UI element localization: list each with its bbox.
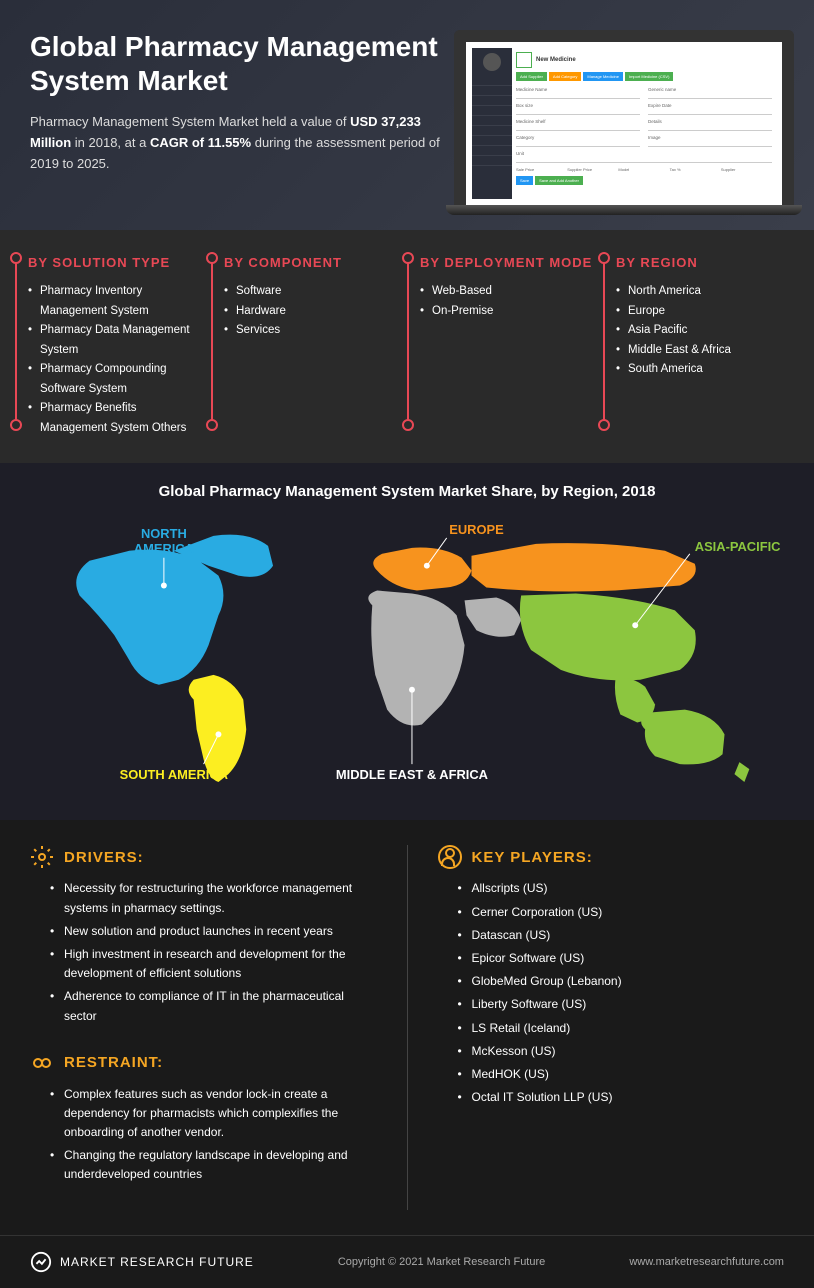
- keyplayers-item: LS Retail (Iceland): [458, 1019, 785, 1038]
- category-item: Europe: [616, 302, 794, 322]
- hero-section: Global Pharmacy Management System Market…: [0, 0, 814, 230]
- category-item: Pharmacy Benefits Management System Othe…: [28, 399, 206, 438]
- category-title: BY DEPLOYMENT MODE: [420, 255, 598, 270]
- keyplayers-block: KEY PLAYERS: Allscripts (US)Cerner Corpo…: [438, 845, 785, 1107]
- logo-icon: [30, 1251, 52, 1273]
- categories-section: BY SOLUTION TYPE Pharmacy Inventory Manag…: [0, 230, 814, 463]
- hero-description: Pharmacy Management System Market held a…: [30, 112, 445, 174]
- restraint-item: Changing the regulatory landscape in dev…: [50, 1146, 377, 1184]
- drivers-list: Necessity for restructuring the workforc…: [30, 879, 377, 1025]
- keyplayers-item: McKesson (US): [458, 1042, 785, 1061]
- drivers-item: Adherence to compliance of IT in the pha…: [50, 987, 377, 1025]
- restraint-item: Complex features such as vendor lock-in …: [50, 1085, 377, 1143]
- page-title: Global Pharmacy Management System Market: [30, 30, 445, 97]
- category-title: BY REGION: [616, 255, 794, 270]
- footer-copyright: Copyright © 2021 Market Research Future: [338, 1256, 545, 1268]
- keyplayers-list: Allscripts (US) Cerner Corporation (US) Da…: [438, 879, 785, 1107]
- gear-icon: [30, 845, 54, 869]
- category-item: On-Premise: [420, 302, 598, 322]
- restraint-block: RESTRAINT: Complex features such as vend…: [30, 1051, 377, 1185]
- svg-text:AMERICA: AMERICA: [134, 541, 194, 556]
- keyplayers-item: Octal IT Solution LLP (US): [458, 1088, 785, 1107]
- keyplayers-item: Allscripts (US): [458, 879, 785, 898]
- category-item: Middle East & Africa: [616, 341, 794, 361]
- category-item: North America: [616, 282, 794, 302]
- category-item: Software: [224, 282, 402, 302]
- restraint-list: Complex features such as vendor lock-in …: [30, 1085, 377, 1185]
- region-label-sa: SOUTH AMERICA: [120, 767, 228, 782]
- laptop-mockup: New Medicine Add Supplier Add Category M…: [454, 30, 794, 215]
- chain-icon: [30, 1051, 54, 1075]
- keyplayers-item: Datascan (US): [458, 926, 785, 945]
- category-item: Pharmacy Data Management System: [28, 321, 206, 360]
- keyplayers-item: GlobeMed Group (Lebanon): [458, 972, 785, 991]
- category-column: BY SOLUTION TYPE Pharmacy Inventory Manag…: [20, 255, 206, 438]
- footer: MARKET RESEARCH FUTURE Copyright © 2021 …: [0, 1235, 814, 1288]
- category-item: Pharmacy Compounding Software System: [28, 360, 206, 399]
- map-title: Global Pharmacy Management System Market…: [20, 483, 794, 500]
- region-label-mea: MIDDLE EAST & AFRICA: [336, 767, 488, 782]
- keyplayers-item: Epicor Software (US): [458, 949, 785, 968]
- keyplayers-item: MedHOK (US): [458, 1065, 785, 1084]
- keyplayers-item: Liberty Software (US): [458, 995, 785, 1014]
- region-label-eu: EUROPE: [449, 522, 504, 537]
- keyplayers-item: Cerner Corporation (US): [458, 903, 785, 922]
- category-item: Asia Pacific: [616, 321, 794, 341]
- category-item: South America: [616, 360, 794, 380]
- drivers-item: New solution and product launches in rec…: [50, 922, 377, 941]
- category-column: BY COMPONENT SoftwareHardwareServices: [216, 255, 402, 438]
- category-item: Services: [224, 321, 402, 341]
- region-label-na: NORTH: [141, 526, 187, 541]
- footer-url: www.marketresearchfuture.com: [629, 1256, 784, 1268]
- drivers-block: DRIVERS: Necessity for restructuring the…: [30, 845, 377, 1025]
- mockup-sidebar: [472, 48, 512, 199]
- category-item: Pharmacy Inventory Management System: [28, 282, 206, 321]
- category-title: BY COMPONENT: [224, 255, 402, 270]
- world-map: NORTH AMERICA EUROPE ASIA-PACIFIC SOUTH …: [20, 515, 794, 795]
- category-title: BY SOLUTION TYPE: [28, 255, 206, 270]
- footer-brand: MARKET RESEARCH FUTURE: [30, 1251, 254, 1273]
- category-column: BY REGION North AmericaEuropeAsia Pacific…: [608, 255, 794, 438]
- category-column: BY DEPLOYMENT MODE Web-BasedOn-Premise: [412, 255, 598, 438]
- analysis-section: DRIVERS: Necessity for restructuring the…: [0, 820, 814, 1234]
- region-label-ap: ASIA-PACIFIC: [695, 539, 781, 554]
- map-section: Global Pharmacy Management System Market…: [0, 463, 814, 820]
- drivers-item: Necessity for restructuring the workforc…: [50, 879, 377, 917]
- drivers-item: High investment in research and developm…: [50, 945, 377, 983]
- category-item: Hardware: [224, 302, 402, 322]
- category-item: Web-Based: [420, 282, 598, 302]
- person-icon: [438, 845, 462, 869]
